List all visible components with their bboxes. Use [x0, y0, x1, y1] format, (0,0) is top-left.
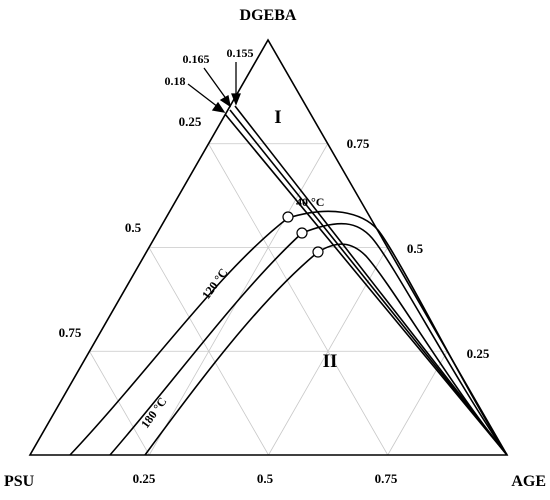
- intersection-markers: [282, 211, 324, 258]
- region-label-two: II: [323, 351, 338, 372]
- vertex-label-top: DGEBA: [240, 7, 297, 24]
- marker-40c: [282, 211, 294, 223]
- curve-label-120c: 120 °C: [199, 266, 231, 302]
- curve-120c: [109, 222, 508, 456]
- curve-180c: [144, 243, 508, 456]
- tie-line-0-18: [224, 113, 508, 456]
- tick-right-0-25: 0.25: [467, 346, 490, 361]
- triangle-outline: [28, 38, 509, 456]
- tie-lines: [224, 105, 508, 456]
- arrow-0-18-shaft: [187, 83, 219, 108]
- tick-right-0-75: 0.75: [347, 136, 370, 151]
- arrow-0-155-head: [231, 93, 241, 106]
- arrow-0-165-shaft: [203, 67, 228, 101]
- tie-label-0-165: 0.165: [183, 52, 210, 66]
- tick-bottom-0-75: 0.75: [375, 471, 398, 486]
- grid-line: [89, 351, 150, 456]
- vertex-label-left: PSU: [4, 473, 35, 490]
- grid-line: [208, 143, 389, 456]
- curve-40c: [69, 210, 508, 456]
- tie-line-0-165: [229, 109, 508, 456]
- tie-line-0-155: [234, 105, 508, 456]
- curve-label-40c: 40 °C: [296, 195, 324, 209]
- curve-label-180c: 180 °C: [138, 395, 170, 431]
- vertex-label-right: AGE: [511, 473, 546, 490]
- annotation-arrows: [187, 62, 241, 113]
- marker-120c: [296, 227, 308, 239]
- marker-180c: [312, 246, 324, 258]
- region-label-one: I: [274, 107, 281, 128]
- tick-left-0-75: 0.75: [59, 325, 82, 340]
- tick-bottom-0-5: 0.5: [257, 471, 274, 486]
- tick-left-0-25: 0.25: [179, 114, 202, 129]
- arrow-0-165-head: [219, 94, 231, 108]
- tie-label-0-18: 0.18: [165, 74, 186, 88]
- cloud-point-curves: [69, 210, 508, 456]
- tick-right-0-5: 0.5: [407, 241, 424, 256]
- tick-bottom-0-25: 0.25: [133, 471, 156, 486]
- arrow-0-18-head: [211, 101, 226, 113]
- tie-label-0-155: 0.155: [227, 46, 254, 60]
- tick-left-0-5: 0.5: [125, 220, 142, 235]
